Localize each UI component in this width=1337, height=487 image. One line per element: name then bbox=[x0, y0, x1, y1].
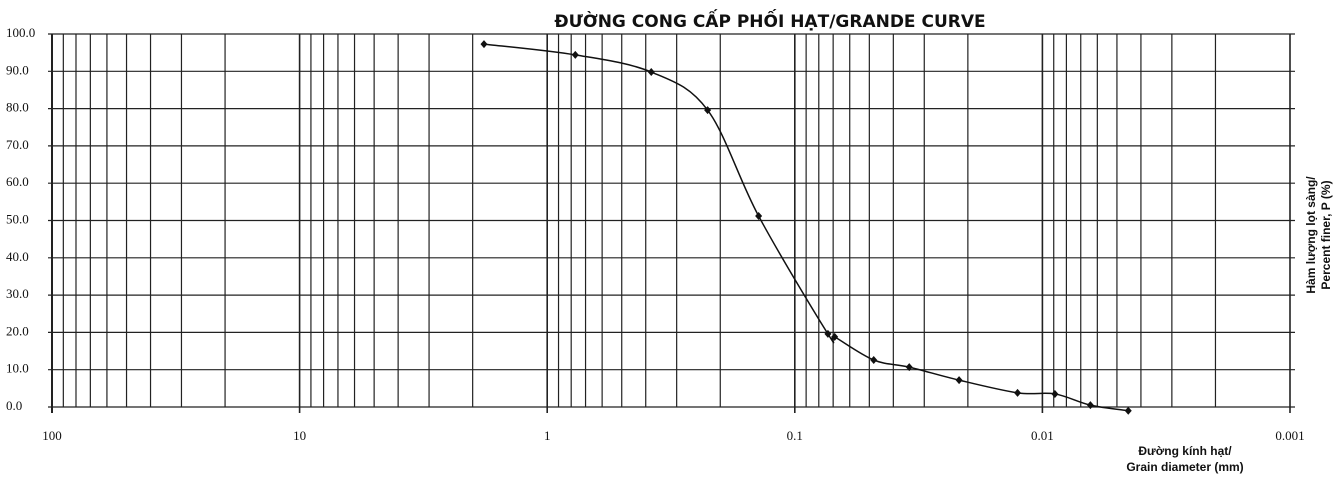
x-axis-label: Đường kính hạt/Grain diameter (mm) bbox=[1126, 444, 1243, 474]
point bbox=[905, 363, 913, 372]
y-axis-label: Hàm lượng lọt sàng/Percent finer, P (%) bbox=[1304, 176, 1333, 294]
point bbox=[955, 376, 963, 385]
y-tick-label: 60.0 bbox=[6, 174, 29, 189]
point bbox=[571, 50, 579, 59]
y-tick-label: 30.0 bbox=[6, 286, 29, 301]
point bbox=[1014, 388, 1022, 397]
y-tick-label: 100.0 bbox=[6, 25, 35, 40]
point bbox=[831, 332, 839, 341]
point bbox=[870, 356, 878, 365]
y-tick-label: 10.0 bbox=[6, 361, 29, 376]
point bbox=[755, 212, 763, 221]
x-tick-label: 0.01 bbox=[1031, 428, 1054, 443]
point bbox=[1051, 389, 1059, 398]
y-tick-label: 0.0 bbox=[6, 398, 22, 413]
y-tick-label: 40.0 bbox=[6, 249, 29, 264]
x-tick-label: 10 bbox=[293, 428, 306, 443]
point bbox=[480, 40, 488, 49]
y-tick-label: 20.0 bbox=[6, 323, 29, 338]
point bbox=[1086, 401, 1094, 410]
x-tick-label: 0.1 bbox=[787, 428, 803, 443]
x-tick-label: 0.001 bbox=[1275, 428, 1304, 443]
point bbox=[704, 106, 712, 115]
y-tick-label: 70.0 bbox=[6, 137, 29, 152]
point bbox=[647, 68, 655, 77]
y-tick-label: 80.0 bbox=[6, 100, 29, 115]
y-tick-label: 90.0 bbox=[6, 62, 29, 77]
point bbox=[824, 329, 832, 338]
y-tick-label: 50.0 bbox=[6, 211, 29, 226]
point bbox=[1124, 406, 1132, 415]
x-tick-label: 100 bbox=[42, 428, 62, 443]
x-tick-label: 1 bbox=[544, 428, 551, 443]
chart-title: ĐƯỜNG CONG CẤP PHỐI HẠT/GRANDE CURVE bbox=[554, 8, 985, 32]
